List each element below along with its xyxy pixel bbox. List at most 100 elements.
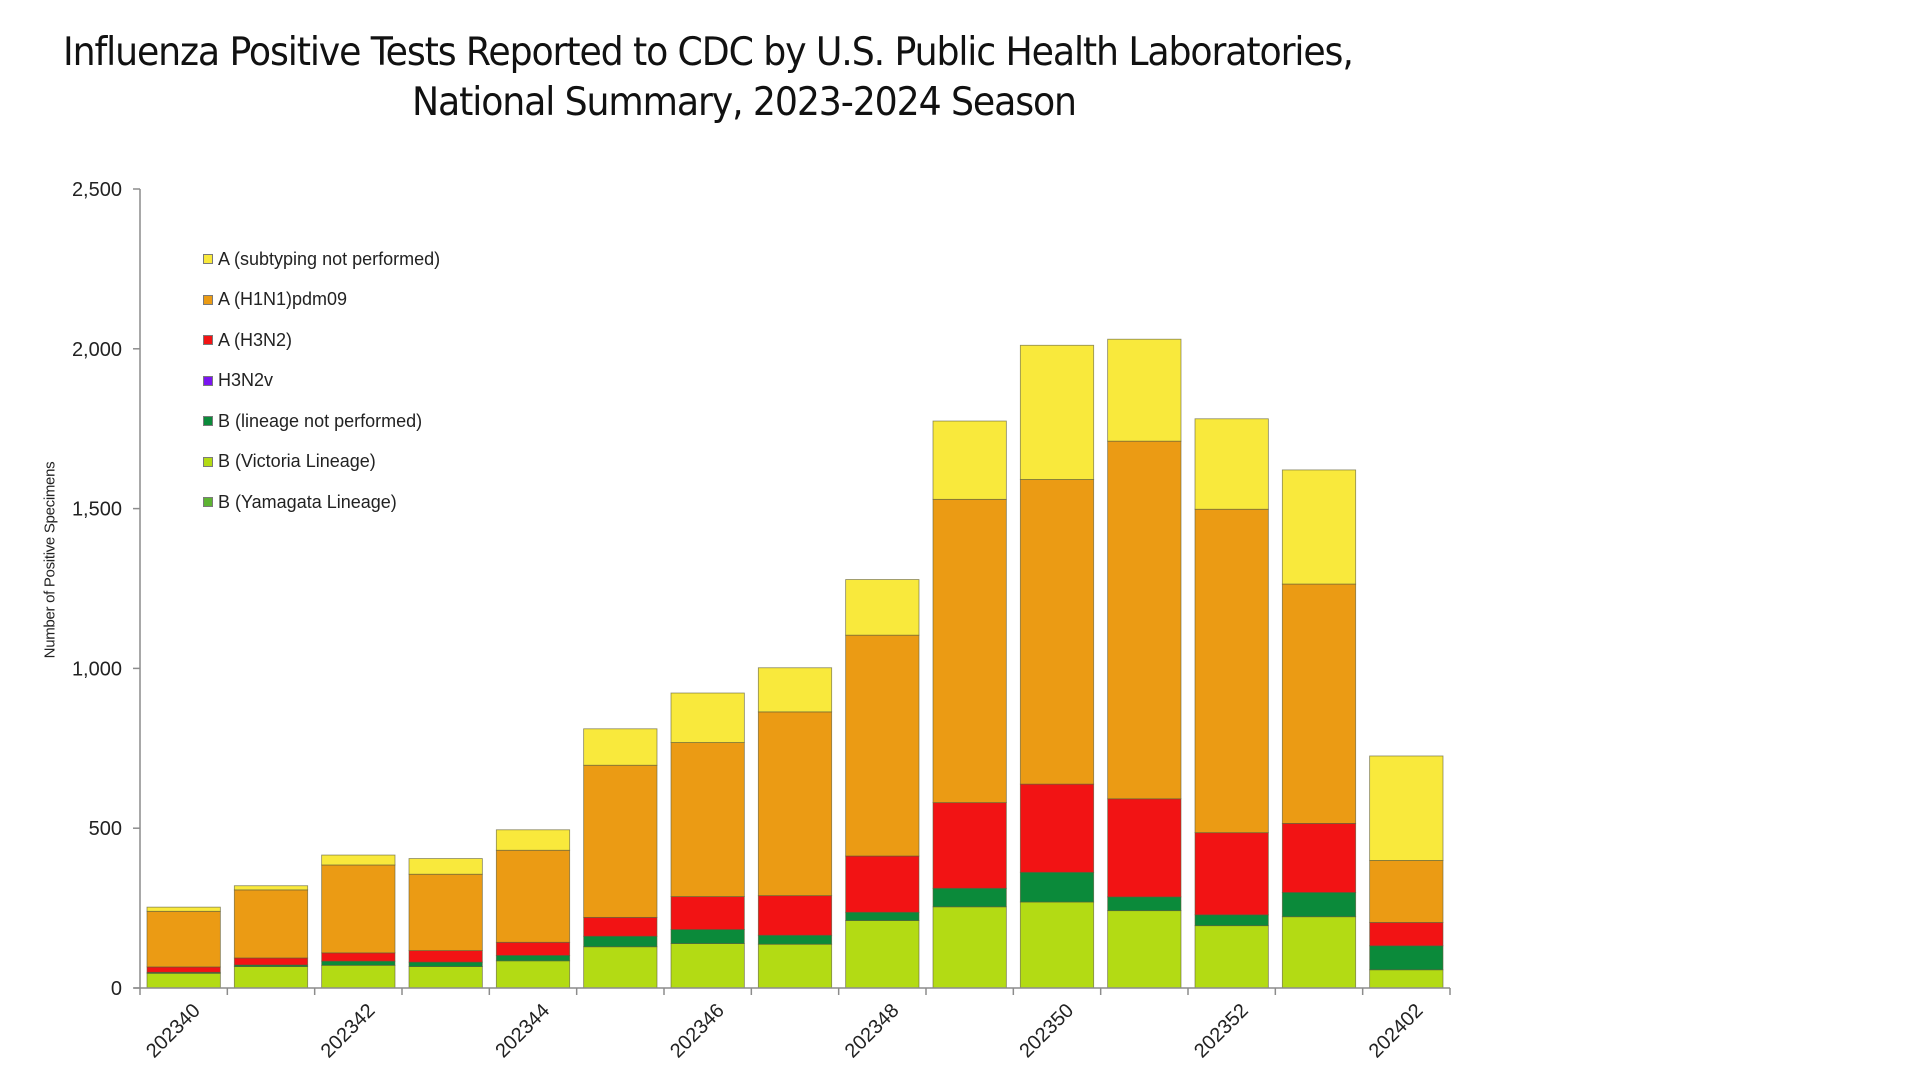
legend-swatch: [203, 294, 213, 305]
bar-segment-b-victoria-lineage-202341: [233, 966, 309, 989]
bar-segment-a-h3n2-202349: [932, 802, 1007, 889]
bar-segment-a-subtyping-not-performed-202402: [1369, 755, 1444, 861]
legend-swatch: [203, 254, 213, 264]
bar-segment-b-victoria-lineage-202340: [146, 972, 221, 989]
bar-stack-202401: [1281, 469, 1357, 989]
bar-segment-b-victoria-lineage-202401: [1281, 916, 1357, 989]
bar-stack-202345: [583, 728, 658, 989]
legend-label: A (H3N2): [218, 329, 293, 350]
bar-segment-a-h1n1-pdm09-202350: [1019, 479, 1095, 785]
bar-segment-a-h3n2-202401: [1281, 823, 1357, 893]
bar-segment-b-victoria-lineage-202347: [757, 943, 833, 989]
bar-stack-202351: [1107, 338, 1182, 989]
bar-segment-a-subtyping-not-performed-202347: [757, 667, 833, 713]
y-tick-label: 2,500: [72, 179, 122, 201]
bar-segment-a-h3n2-202343: [408, 950, 483, 963]
bar-segment-b-lineage-not-performed-202349: [932, 887, 1007, 908]
bar-segment-a-h3n2-202351: [1107, 798, 1182, 898]
bar-segment-b-victoria-lineage-202348: [845, 920, 920, 989]
bar-segment-b-victoria-lineage-202344: [495, 960, 571, 989]
bar-segment-b-victoria-lineage-202402: [1369, 969, 1444, 989]
legend-label: B (lineage not performed): [218, 410, 423, 431]
legend-label: A (subtyping not performed): [218, 248, 441, 269]
bar-segment-a-h1n1-pdm09-202402: [1369, 860, 1444, 923]
bar-segment-a-h3n2-202350: [1019, 783, 1095, 873]
bar-segment-a-h1n1-pdm09-202343: [408, 873, 483, 951]
x-tick-label: 202348: [841, 1000, 904, 1063]
bar-segment-a-h3n2-202352: [1194, 832, 1269, 916]
bar-segment-b-lineage-not-performed-202352: [1194, 914, 1269, 927]
x-tick-label: 202402: [1365, 1000, 1428, 1063]
legend-item-a-h1n1-pdm09: A (H1N1)pdm09: [203, 289, 347, 311]
bar-segment-a-h3n2-202340: [146, 966, 221, 973]
bar-segment-b-lineage-not-performed-202346: [670, 929, 745, 944]
bar-segment-a-h1n1-pdm09-202347: [757, 711, 833, 897]
bar-segment-a-h1n1-pdm09-202340: [146, 910, 221, 968]
bar-segment-a-subtyping-not-performed-202349: [932, 420, 1007, 500]
bar-segment-a-h1n1-pdm09-202346: [670, 742, 745, 897]
y-tick-label: 1,000: [72, 658, 122, 680]
bar-segment-a-subtyping-not-performed-202401: [1281, 469, 1357, 585]
bar-segment-a-h3n2-202402: [1369, 922, 1444, 947]
bar-segment-a-h1n1-pdm09-202341: [233, 889, 309, 959]
bar-segment-a-h3n2-202344: [495, 941, 571, 956]
legend-item-a-h3n2: A (H3N2): [203, 329, 292, 351]
bar-segment-a-subtyping-not-performed-202342: [321, 854, 396, 866]
bar-segment-a-subtyping-not-performed-202352: [1194, 418, 1269, 510]
legend-label: B (Yamagata Lineage): [218, 491, 397, 512]
bar-stack-202347: [757, 667, 833, 989]
bar-segment-b-victoria-lineage-202351: [1107, 910, 1182, 989]
bar-segment-b-victoria-lineage-202343: [408, 966, 483, 989]
bar-stack-202346: [670, 692, 745, 989]
x-tick-label: 202352: [1190, 1000, 1253, 1063]
bar-segment-a-subtyping-not-performed-202340: [146, 906, 221, 912]
bar-segment-b-victoria-lineage-202352: [1194, 925, 1269, 989]
bar-stack-202349: [932, 420, 1007, 989]
legend-swatch: [203, 497, 213, 507]
bar-segment-b-lineage-not-performed-202344: [495, 955, 571, 962]
y-tick-label: 500: [89, 818, 122, 840]
bar-segment-b-victoria-lineage-202342: [321, 964, 396, 989]
chart-title-line-1: Influenza Positive Tests Reported to CDC…: [63, 30, 1354, 75]
bar-segment-b-victoria-lineage-202346: [670, 943, 745, 989]
bar-segment-a-h3n2-202346: [670, 896, 745, 930]
bar-stack-202343: [408, 858, 483, 989]
bar-segment-a-h1n1-pdm09-202352: [1194, 508, 1269, 834]
legend-item-b-lineage-not-performed: B (lineage not performed): [203, 410, 422, 432]
bar-segment-b-lineage-not-performed-202402: [1369, 945, 1444, 971]
bar-segment-b-victoria-lineage-202350: [1019, 901, 1095, 989]
bars-layer: [146, 338, 1444, 989]
bar-segment-a-subtyping-not-performed-202345: [583, 728, 658, 766]
bar-segment-a-h3n2-202341: [233, 957, 309, 966]
bar-stack-202344: [495, 829, 571, 989]
bar-segment-a-h1n1-pdm09-202351: [1107, 440, 1182, 800]
bar-stack-202352: [1194, 418, 1269, 989]
legend-item-b-victoria-lineage: B (Victoria Lineage): [203, 451, 376, 473]
bar-segment-b-lineage-not-performed-202401: [1281, 892, 1357, 918]
x-tick-label: 202340: [142, 1000, 205, 1063]
x-tick-label: 202342: [317, 1000, 380, 1063]
legend-label: B (Victoria Lineage): [218, 451, 376, 471]
bar-stack-202341: [233, 885, 309, 989]
bar-segment-b-victoria-lineage-202345: [583, 946, 658, 989]
bar-segment-a-h1n1-pdm09-202401: [1281, 583, 1357, 824]
bar-segment-a-h3n2-202347: [757, 895, 833, 936]
bar-segment-a-subtyping-not-performed-202346: [670, 692, 745, 743]
bar-segment-a-subtyping-not-performed-202343: [408, 858, 483, 875]
bar-stack-202402: [1369, 755, 1444, 989]
bar-segment-a-h3n2-202342: [321, 952, 396, 962]
bar-segment-a-h1n1-pdm09-202348: [845, 634, 920, 857]
bar-segment-b-lineage-not-performed-202343: [408, 961, 483, 967]
legend-swatch: [203, 416, 213, 426]
bar-segment-b-lineage-not-performed-202342: [321, 960, 396, 966]
legend-label: A (H1N1)pdm09: [218, 289, 348, 309]
legend-swatch: [203, 375, 213, 386]
bar-stack-202340: [146, 906, 221, 989]
y-tick-label: 2,000: [72, 339, 122, 361]
legend-label: H3N2v: [218, 370, 274, 390]
legend-item-b-yamagata-lineage: B (Yamagata Lineage): [203, 491, 397, 513]
bar-segment-a-subtyping-not-performed-202351: [1107, 338, 1182, 442]
bar-segment-b-lineage-not-performed-202347: [757, 934, 833, 945]
x-tick-label: 202344: [491, 1000, 554, 1063]
